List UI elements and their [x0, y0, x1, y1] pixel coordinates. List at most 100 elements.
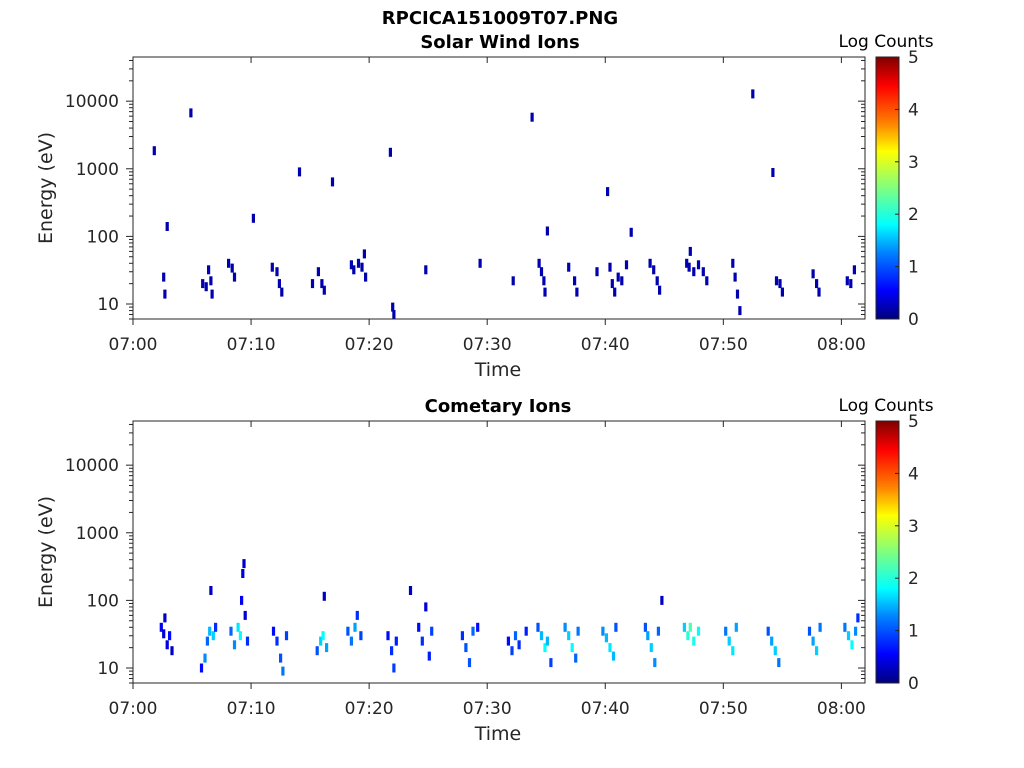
heatmap-cell — [766, 626, 770, 636]
y-tick-label: 1000 — [76, 524, 119, 544]
heatmap-cell — [524, 626, 528, 636]
colorbar-tick-label: 3 — [908, 517, 919, 537]
heatmap-cell — [738, 306, 742, 316]
colorbar-ticks: 0 1 2 3 4 5 — [895, 48, 919, 330]
heatmap-cell — [611, 651, 616, 661]
y-tick-label: 10 — [97, 295, 119, 315]
heatmap-cell — [386, 631, 390, 641]
colorbar-tick-label: 3 — [908, 153, 919, 173]
heatmap-cell — [610, 279, 614, 289]
x-axis-label: Time — [474, 359, 522, 381]
y-tick-label: 100 — [87, 227, 119, 247]
heatmap-cell — [595, 267, 599, 277]
heatmap-cell — [464, 643, 468, 653]
heatmap-cell — [731, 258, 735, 268]
heatmap-cell — [207, 265, 211, 275]
heatmap-cell — [359, 631, 363, 641]
heatmap-cell — [655, 276, 659, 286]
heatmap-cell — [735, 289, 740, 299]
heatmap-cell — [575, 287, 579, 297]
y-tick-label: 10000 — [65, 92, 119, 112]
heatmap-cell — [210, 289, 214, 299]
heatmap-cell — [279, 653, 283, 663]
x-tick-label: 07:00 — [109, 699, 158, 719]
heatmap-cell — [614, 622, 618, 632]
heatmap-cell — [815, 279, 819, 289]
heatmap-cell — [815, 646, 819, 656]
heatmap-cell — [424, 602, 428, 612]
heatmap-cell — [576, 626, 580, 636]
heatmap-cell — [817, 287, 821, 297]
heatmap-cell — [214, 622, 218, 632]
heatmap-cell — [774, 276, 779, 286]
heatmap-cell — [364, 272, 368, 282]
colorbar: Log Counts 0 1 2 3 4 5 — [838, 396, 933, 694]
heatmap-cell — [408, 586, 413, 595]
heatmap-cell — [390, 646, 394, 656]
heatmap-cell — [696, 626, 701, 636]
plot-frame — [132, 420, 866, 684]
heatmap-cell — [542, 276, 546, 286]
heatmap-cell — [281, 666, 285, 676]
heatmap-cell — [170, 646, 174, 656]
heatmap-cell — [238, 631, 242, 641]
heatmap-cell — [251, 213, 255, 223]
heatmap-cell — [563, 622, 567, 632]
heatmap-cell — [315, 646, 319, 656]
heatmap-cell — [692, 636, 696, 646]
heatmap-cell — [652, 265, 656, 275]
heatmap-cell — [325, 643, 329, 653]
heatmap-cell — [731, 646, 735, 656]
heatmap-cell — [724, 626, 728, 636]
x-tick-label: 07:20 — [345, 699, 394, 719]
y-tick-label: 10000 — [65, 456, 119, 476]
heatmap-cell — [388, 147, 392, 157]
x-axis: 07:00 07:10 07:20 07:30 07:40 07:50 08:00 — [109, 421, 866, 719]
colorbar: Log Counts 0 1 2 3 4 5 — [838, 32, 933, 330]
x-tick-label: 07:50 — [699, 699, 748, 719]
heatmap-cell — [320, 279, 324, 289]
heatmap-cell — [701, 267, 705, 277]
heatmap-cell — [773, 646, 777, 656]
x-tick-label: 07:20 — [345, 335, 394, 355]
colorbar-tick-label: 4 — [908, 464, 919, 484]
heatmap-cell — [189, 108, 193, 118]
heatmap-cell — [163, 289, 167, 299]
heatmap-cell — [539, 267, 544, 277]
colorbar-tick-label: 2 — [908, 205, 919, 225]
heatmap-cell — [227, 258, 231, 268]
heatmap-cell — [427, 651, 431, 661]
panel-solar-wind: Solar Wind Ions 07:00 07:10 07:20 07:30 07:4… — [35, 32, 934, 381]
heatmap-cell — [159, 622, 163, 632]
heatmap-cell — [653, 658, 657, 668]
heatmap-cell — [845, 276, 849, 286]
heatmap-cell — [770, 636, 774, 646]
heatmap-cell — [275, 636, 279, 646]
heatmap-cell — [236, 622, 240, 632]
panel-cometary: Cometary Ions 07:00 07:10 07:20 07:30 07:40 0… — [35, 396, 934, 745]
heatmap-cell — [346, 626, 350, 636]
x-tick-label: 07:10 — [227, 699, 276, 719]
heatmap-cell — [601, 626, 605, 636]
x-tick-label: 07:10 — [227, 335, 276, 355]
y-axis-label: Energy (eV) — [35, 496, 57, 608]
heatmap-cell — [460, 631, 464, 641]
panel-title: Cometary Ions — [425, 396, 572, 417]
heatmap-cell — [811, 269, 815, 279]
colorbar-tick-label: 0 — [908, 674, 919, 694]
heatmap-cell — [356, 258, 361, 268]
x-tick-label: 07:30 — [463, 699, 512, 719]
heatmap-cell — [152, 146, 156, 156]
colorbar-tick-label: 1 — [908, 258, 919, 278]
heatmap-cell — [545, 636, 549, 646]
heatmap-cell — [242, 559, 246, 569]
heatmap-cell — [229, 626, 233, 636]
heatmap-cell — [567, 262, 571, 272]
y-tick-label: 100 — [87, 591, 119, 611]
heatmap-cell — [165, 222, 169, 231]
colorbar-gradient — [875, 56, 900, 320]
heatmap-cell — [165, 640, 169, 650]
heatmap-cell — [204, 282, 208, 292]
y-axis-label: Energy (eV) — [35, 132, 57, 244]
